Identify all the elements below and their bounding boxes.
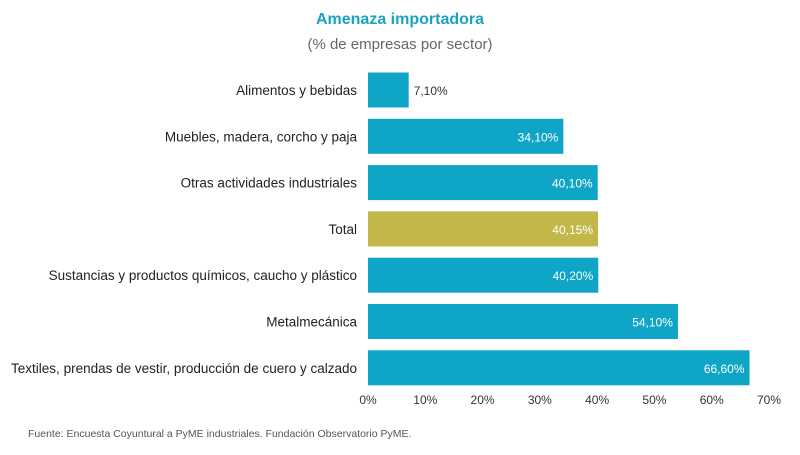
value-label: 54,10% [632,316,673,330]
bars-layer: Alimentos y bebidas 7,10% Muebles, madera,… [11,72,750,386]
value-label: 40,10% [552,177,593,191]
x-tick-label: 20% [471,393,495,407]
x-tick-label: 40% [585,393,609,407]
x-tick-label: 10% [413,393,437,407]
category-label: Metalmecánica [266,315,357,330]
category-label: Total [328,222,357,237]
x-tick-label: 60% [700,393,724,407]
bar [368,350,750,386]
category-label: Sustancias y productos químicos, caucho … [49,268,357,283]
bar [368,118,564,154]
x-axis: 0% 10% 20% 30% 40% 50% 60% 70% [359,393,781,407]
x-tick-label: 30% [528,393,552,407]
bar [368,304,678,339]
category-label: Otras actividades industriales [181,176,358,191]
bar [368,257,599,293]
x-tick-label: 70% [757,393,781,407]
category-label: Alimentos y bebidas [236,83,357,98]
value-label: 40,20% [553,269,594,283]
chart-title: Amenaza importadora [315,11,485,28]
value-label: 34,10% [518,130,559,144]
value-label: 40,15% [552,223,593,237]
bar [368,165,598,201]
chart-subtitle: (% de empresas por sector) [307,36,493,53]
value-label: 7,10% [414,84,448,98]
source-note: Fuente: Encuesta Coyuntural a PyME indus… [28,428,412,440]
bar-total [368,211,599,247]
bar [368,72,409,108]
value-label: 66,60% [704,362,745,376]
x-tick-label: 50% [642,393,666,407]
x-tick-label: 0% [359,393,377,407]
category-label: Textiles, prendas de vestir, producción … [11,361,357,376]
category-label: Muebles, madera, corcho y paja [165,129,358,144]
